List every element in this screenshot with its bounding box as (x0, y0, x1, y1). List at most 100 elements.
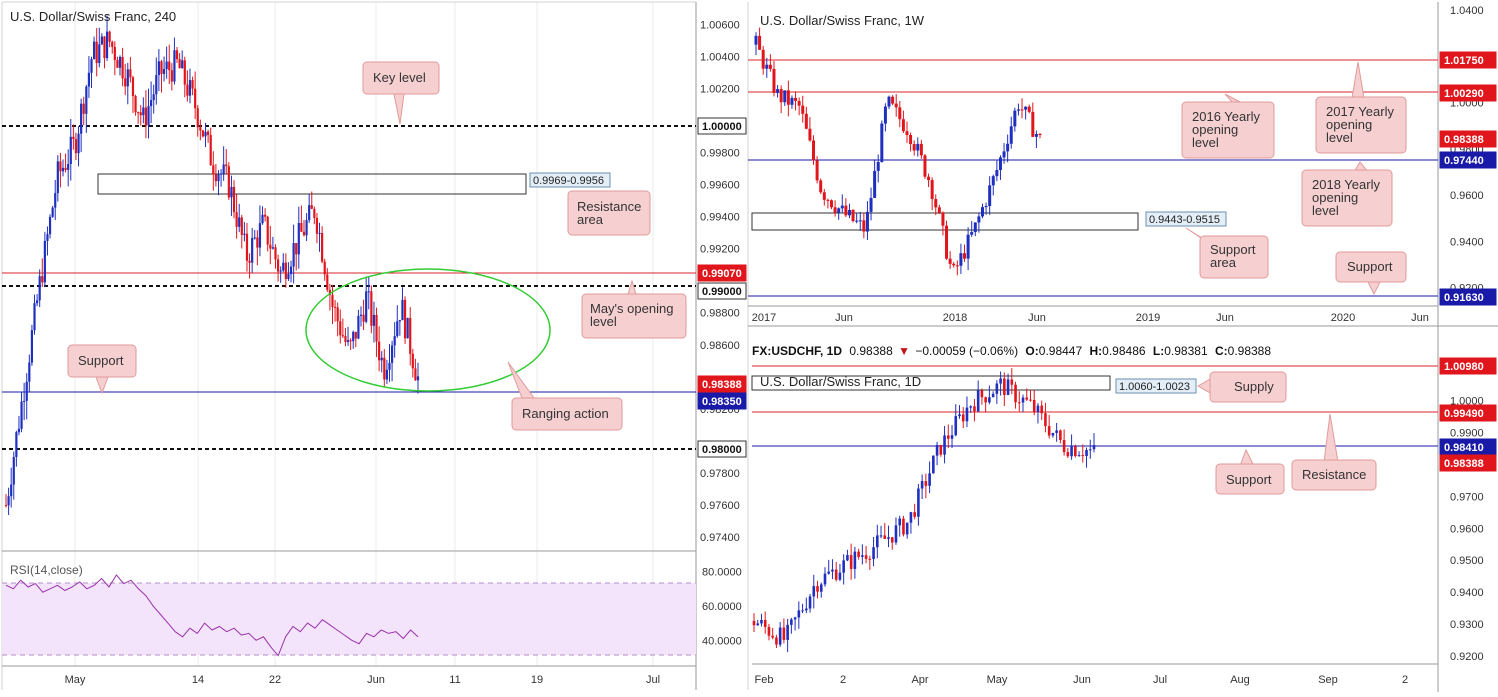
h4-candle (118, 57, 122, 68)
h4-candle (219, 173, 223, 175)
h4-candle (217, 174, 220, 182)
h4-candle (170, 70, 173, 82)
w1-candle (855, 220, 859, 222)
h4-candle (61, 167, 65, 172)
h4-candle (339, 321, 342, 336)
h4-candle (25, 381, 28, 401)
h4-candle (207, 131, 210, 136)
h4-candle (77, 133, 80, 154)
d1-candle (932, 455, 935, 474)
w1-candle (941, 212, 945, 226)
h4-candle (35, 300, 39, 304)
x-tick-label: Feb (755, 674, 774, 686)
price-label-box (1439, 357, 1497, 375)
h4-candle (302, 231, 306, 236)
d1-candle (905, 522, 909, 535)
h4-candle (333, 306, 337, 308)
h4-callout-resistance-area: Resistance area (567, 190, 651, 236)
h4-candle (403, 299, 407, 339)
h4-candle (313, 208, 316, 218)
h4-candle (318, 232, 321, 234)
d1-candle (763, 619, 767, 627)
h4-candle (295, 243, 298, 255)
h4-candle (315, 217, 319, 234)
h4-candle (297, 222, 300, 255)
x-tick-label: 2018 (943, 312, 967, 324)
y-tick-label: 1.0400 (1450, 5, 1484, 17)
h4-candle (100, 36, 103, 45)
w1-candle (876, 161, 880, 171)
x-tick-label: May (987, 674, 1008, 686)
w1-candle (959, 253, 963, 266)
d1-candle (864, 555, 868, 559)
d1-candle (894, 525, 898, 543)
d1-candle (838, 572, 842, 580)
w1-candle (851, 209, 855, 222)
h4-candle (108, 31, 111, 42)
y-tick-label: 0.9400 (1450, 587, 1484, 599)
h4-candle (321, 232, 324, 262)
x-tick-label: Aug (1230, 674, 1250, 686)
h4-candles (4, 15, 420, 515)
h4-candle (126, 69, 129, 87)
h4-rsi-axis: 80.0000 60.0000 40.0000 (702, 567, 742, 648)
w1-candle (804, 113, 808, 129)
h4-candle (137, 112, 140, 114)
h4-candle (416, 376, 420, 381)
w1-candle (812, 140, 816, 161)
d1-candle (935, 444, 939, 456)
d1-o-label: O: (1025, 344, 1038, 358)
w1-candle (1024, 106, 1028, 110)
h4-candle (308, 205, 311, 221)
d1-candle (943, 435, 946, 455)
d1-candle (995, 383, 999, 394)
d1-candle (782, 627, 786, 640)
w1-candle (1038, 133, 1042, 135)
h4-candle (162, 69, 166, 74)
price-label: 1.01750 (1444, 55, 1484, 67)
h4-candle (72, 136, 75, 140)
h4-candle (204, 131, 207, 137)
w1-candle (988, 185, 992, 207)
w1-candle (948, 258, 952, 264)
x-tick-label: May (65, 674, 86, 686)
w1-candle (833, 207, 837, 213)
d1-callout-resistance-text: Resistance (1302, 467, 1366, 482)
h4-candle (359, 314, 363, 316)
h4-candle (212, 165, 215, 175)
w1-candle (973, 222, 977, 233)
d1-c-label: C: (1215, 344, 1228, 358)
d1-candle (958, 414, 961, 417)
h4-callout-ranging-text: Ranging action (522, 406, 609, 421)
d1-l: 0.98381 (1164, 344, 1208, 358)
w1-candle (758, 35, 762, 50)
x-tick-label: Jun (1073, 674, 1091, 686)
h4-candle (310, 205, 313, 209)
price-label: 0.98410 (1444, 442, 1484, 454)
h4-candle (147, 106, 150, 126)
x-tick-label: 2 (840, 674, 846, 686)
h4-candle (12, 457, 15, 485)
d1-candle (846, 555, 849, 561)
d1-candle (1059, 430, 1062, 440)
w1-candle (829, 200, 833, 208)
h4-y-axis: 1.00600 1.00400 1.00200 0.99800 0.99600 0.994… (700, 19, 740, 544)
d1-price-labels: 1.00980 0.99490 0.98410 0.98388 (1439, 357, 1497, 472)
y-tick-label: 1.00600 (700, 19, 740, 31)
h4-candle (266, 216, 269, 245)
price-label-box (697, 117, 747, 135)
d1-candle (954, 416, 958, 436)
h4-candle (20, 401, 23, 429)
price-label-box (697, 282, 747, 300)
d1-h-label: H: (1090, 344, 1103, 358)
w1-candle (761, 49, 765, 69)
h4-candle (98, 44, 101, 63)
h4-candle (401, 299, 404, 321)
y-tick-label: 1.00400 (700, 51, 740, 63)
d1-candle (1055, 430, 1058, 433)
y-tick-label: 0.9700 (1450, 491, 1484, 503)
price-label-box (1439, 454, 1497, 472)
price-label-box (1439, 51, 1497, 69)
w1-candle (977, 216, 981, 223)
